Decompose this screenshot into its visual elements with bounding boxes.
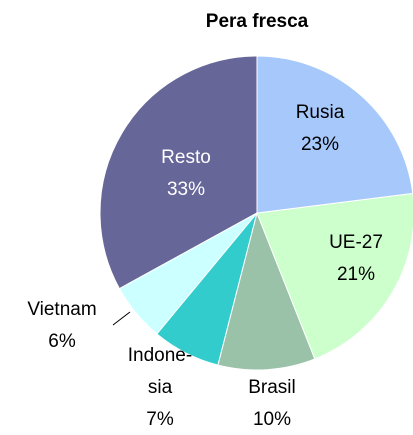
pie-slice [256, 55, 413, 214]
value-label: 23% [301, 134, 339, 155]
value-label: 33% [167, 179, 205, 200]
chart-title: Pera fresca [206, 11, 309, 32]
leader-line [112, 311, 131, 326]
pie-slice [256, 192, 413, 360]
category-label: Vietnam [27, 299, 96, 320]
value-label: 21% [337, 264, 375, 285]
value-label: 6% [48, 331, 76, 352]
category-label: Brasil [248, 377, 296, 398]
pie-slice [217, 211, 316, 371]
category-label: Rusia [296, 102, 345, 123]
value-label: 10% [253, 409, 291, 430]
value-label: 7% [146, 409, 174, 430]
category-label: Resto [161, 147, 211, 168]
category-label: UE-27 [329, 232, 383, 253]
pie-slice [99, 55, 258, 290]
category-label: Indone-sia [128, 345, 192, 398]
